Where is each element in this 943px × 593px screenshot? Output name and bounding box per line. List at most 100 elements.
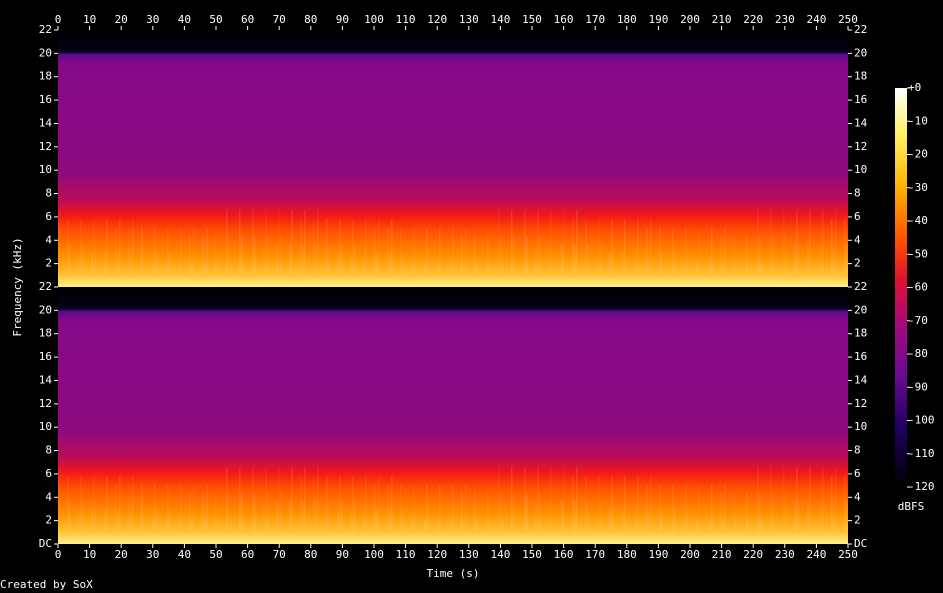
texture <box>733 235 735 275</box>
texture <box>387 227 389 275</box>
texture <box>302 501 304 532</box>
texture <box>609 509 611 532</box>
texture <box>326 475 328 532</box>
texture <box>587 501 589 532</box>
y-tick-label: 10 <box>39 420 52 433</box>
texture <box>687 252 689 275</box>
texture <box>574 501 576 532</box>
texture <box>748 261 750 275</box>
texture <box>69 244 71 275</box>
texture <box>722 261 724 275</box>
texture <box>206 227 208 275</box>
x-tick-label: 30 <box>146 548 159 561</box>
texture <box>424 518 426 532</box>
texture <box>104 252 106 275</box>
texture <box>130 252 132 275</box>
texture <box>254 235 256 275</box>
x-tick-label: 90 <box>336 13 349 26</box>
x-tick-label: 100 <box>364 548 384 561</box>
texture <box>572 475 574 532</box>
texture <box>550 466 552 532</box>
x-tick-label: 230 <box>775 13 795 26</box>
texture <box>637 475 639 532</box>
texture <box>304 209 306 275</box>
colorbar-label: dBFS <box>898 500 925 513</box>
texture <box>243 518 245 532</box>
x-tick-label: 60 <box>241 548 254 561</box>
texture <box>498 209 500 275</box>
texture <box>772 492 774 532</box>
x-tick-label: 180 <box>617 548 637 561</box>
texture <box>317 466 319 532</box>
y-tick-label: 10 <box>854 420 867 433</box>
y-tick-label: 18 <box>854 70 867 83</box>
texture <box>502 261 504 275</box>
texture <box>278 466 280 532</box>
texture <box>252 466 254 532</box>
texture <box>291 466 293 532</box>
x-tick-label: 200 <box>680 548 700 561</box>
texture <box>513 235 515 275</box>
x-tick-label: 80 <box>304 13 317 26</box>
texture <box>624 218 626 275</box>
texture <box>574 244 576 275</box>
texture <box>78 252 80 275</box>
texture <box>341 501 343 532</box>
texture <box>354 501 356 532</box>
texture <box>80 218 82 275</box>
texture <box>180 227 182 275</box>
texture <box>831 218 833 275</box>
texture <box>772 235 774 275</box>
texture <box>548 501 550 532</box>
texture <box>263 244 265 275</box>
texture <box>846 244 848 275</box>
texture <box>539 235 541 275</box>
texture <box>661 509 663 532</box>
texture <box>413 227 415 275</box>
texture <box>204 518 206 532</box>
texture <box>500 235 502 275</box>
x-tick-label: 50 <box>209 548 222 561</box>
texture <box>748 518 750 532</box>
texture <box>241 235 243 275</box>
texture <box>489 261 491 275</box>
y-tick-label: 12 <box>854 397 867 410</box>
y-tick-label: 2 <box>854 257 861 270</box>
texture <box>202 492 204 532</box>
texture <box>180 484 182 532</box>
texture <box>561 244 563 275</box>
x-tick-label: 120 <box>427 13 447 26</box>
texture <box>169 252 171 275</box>
y-tick-label: 14 <box>39 116 53 129</box>
texture <box>835 209 837 275</box>
texture <box>685 484 687 532</box>
texture <box>513 492 515 532</box>
texture <box>350 509 352 532</box>
y-tick-label: 2 <box>45 257 52 270</box>
texture <box>844 475 846 532</box>
x-tick-label: 180 <box>617 13 637 26</box>
texture <box>624 475 626 532</box>
texture <box>835 466 837 532</box>
y-tick-label: 10 <box>39 163 52 176</box>
texture <box>720 235 722 275</box>
texture <box>167 227 169 275</box>
y-tick-label: 4 <box>45 490 52 503</box>
texture <box>465 227 467 275</box>
texture <box>648 252 650 275</box>
y-tick-label: 16 <box>854 350 867 363</box>
x-tick-label: 0 <box>55 13 62 26</box>
texture <box>600 501 602 532</box>
colorbar-tick-label: -120 <box>908 480 935 493</box>
x-tick-label: 190 <box>648 13 668 26</box>
texture <box>463 518 465 532</box>
texture <box>252 209 254 275</box>
texture <box>822 466 824 532</box>
texture <box>637 218 639 275</box>
texture <box>526 492 528 532</box>
texture <box>696 518 698 532</box>
texture <box>226 209 228 275</box>
texture <box>411 518 413 532</box>
y-tick-label: 8 <box>45 444 52 457</box>
texture <box>474 235 476 275</box>
